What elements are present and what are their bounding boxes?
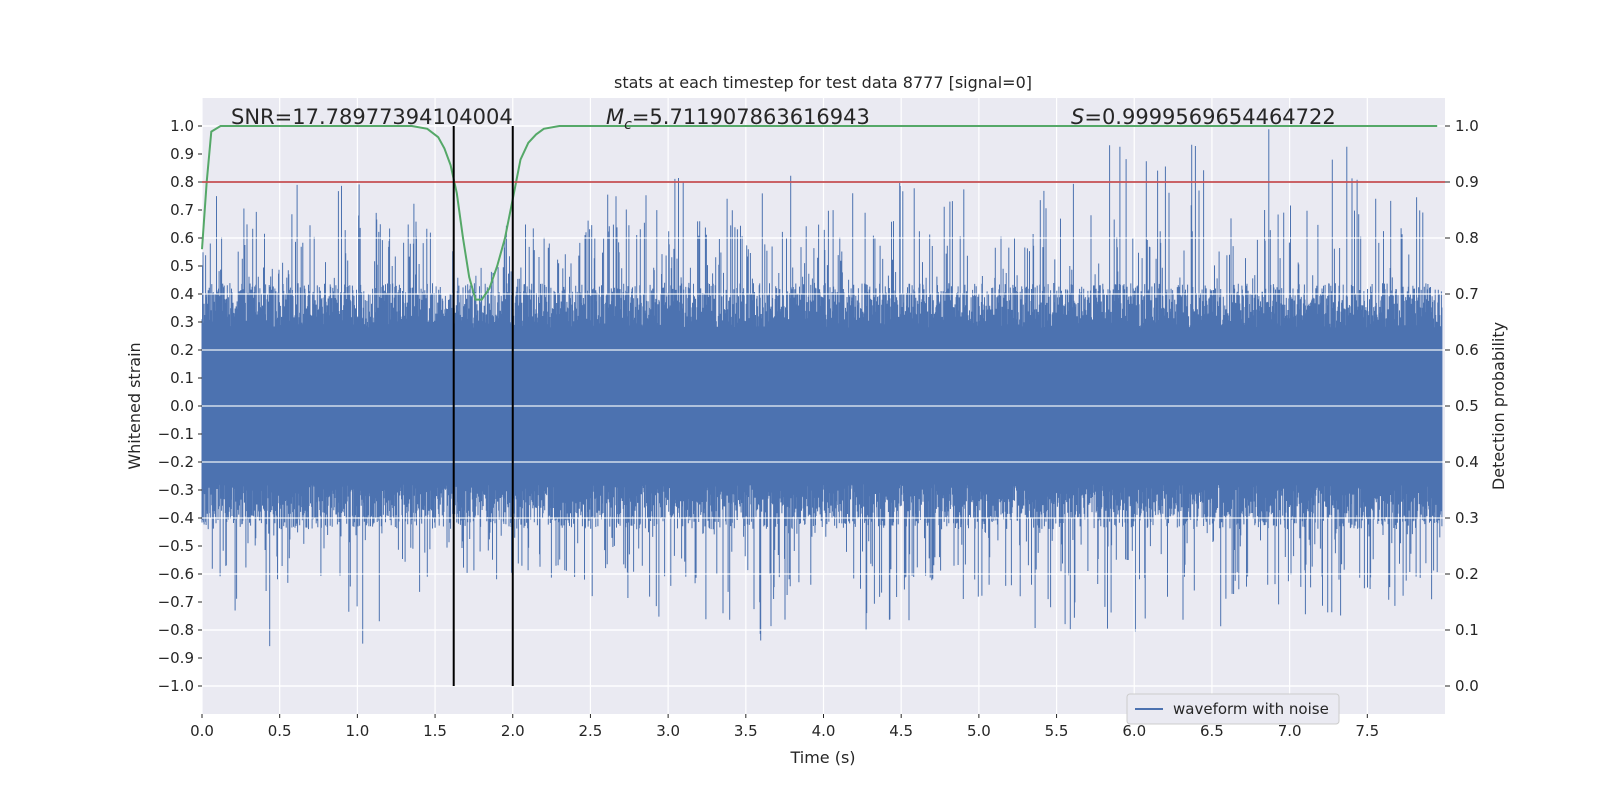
x-tick-label: 6.5 [1200,722,1224,740]
y-tick-label: −0.1 [158,425,194,443]
x-tick-label: 1.5 [423,722,447,740]
x-tick-label: 1.0 [345,722,369,740]
s-symbol: S [1071,105,1084,129]
y-tick-label: 1.0 [170,117,194,135]
y2-tick-label: 0.9 [1455,173,1479,191]
y-tick-label: 0.4 [170,285,194,303]
y2-tick-label: 1.0 [1455,117,1479,135]
legend: waveform with noise [1126,693,1340,725]
detection-probability-line [201,125,1438,301]
x-tick-label: 2.0 [501,722,525,740]
x-tick-label: 2.5 [579,722,603,740]
y-tick-label: 0.6 [170,229,194,247]
x-tick-label: 5.5 [1045,722,1069,740]
y-tick-label: −0.7 [158,593,194,611]
y-axis-label: Whitened strain [125,342,144,469]
legend-label: waveform with noise [1173,700,1329,718]
y2-axis-label: Detection probability [1489,322,1508,490]
y2-tick-label: 0.2 [1455,565,1479,583]
y-tick-label: −0.3 [158,481,194,499]
x-tick-label: 4.0 [812,722,836,740]
tick-labels: 0.0 0.5 1.0 1.5 2.0 2.5 3.0 3.5 4.0 4.5 5.0 5.5 6.0 6… [158,117,1479,740]
y-tick-label: −0.2 [158,453,194,471]
x-tick-label: 0.5 [268,722,292,740]
x-tick-label: 4.5 [889,722,913,740]
chirp-mass-value: =5.711907863616943 [632,105,870,129]
y-tick-label: −1.0 [158,677,194,695]
annotation-s: S=0.9999569654464722 [1071,105,1336,129]
y-tick-label: 0.8 [170,173,194,191]
y2-tick-label: 0.3 [1455,509,1479,527]
x-tick-label: 3.5 [734,722,758,740]
y-tick-label: −0.5 [158,537,194,555]
chart-title: stats at each timestep for test data 877… [614,73,1032,92]
x-tick-label: 3.0 [656,722,680,740]
x-tick-label: 7.0 [1278,722,1302,740]
y-tick-label: 0.7 [170,201,194,219]
y-tick-label: 0.5 [170,257,194,275]
y-tick-label: 0.1 [170,369,194,387]
y-tick-label: −0.4 [158,509,194,527]
x-tick-label: 5.0 [967,722,991,740]
y2-tick-label: 0.1 [1455,621,1479,639]
y-tick-label: −0.8 [158,621,194,639]
y2-tick-label: 0.4 [1455,453,1479,471]
y-tick-label: −0.9 [158,649,194,667]
x-tick-label: 0.0 [190,722,214,740]
x-tick-label: 6.0 [1122,722,1146,740]
annotation-chirp-mass: Mc=5.711907863616943 [606,105,870,133]
annotation-snr: SNR=17.78977394104004 [231,105,513,129]
y-tick-label: 0.2 [170,341,194,359]
y-tick-label: 0.0 [170,397,194,415]
legend-box [1126,693,1340,725]
y-tick-label: −0.6 [158,565,194,583]
chirp-mass-subscript: c [624,117,632,133]
y2-tick-label: 0.5 [1455,397,1479,415]
y2-tick-label: 0.8 [1455,229,1479,247]
x-tick-label: 7.5 [1355,722,1379,740]
chirp-mass-symbol: M [606,105,624,129]
x-axis-label: Time (s) [789,748,855,767]
y2-tick-label: 0.0 [1455,677,1479,695]
y-tick-label: 0.9 [170,145,194,163]
s-value: =0.9999569654464722 [1084,105,1335,129]
overlay-lines [201,125,1445,687]
y2-tick-label: 0.7 [1455,285,1479,303]
y-tick-label: 0.3 [170,313,194,331]
y2-tick-label: 0.6 [1455,341,1479,359]
